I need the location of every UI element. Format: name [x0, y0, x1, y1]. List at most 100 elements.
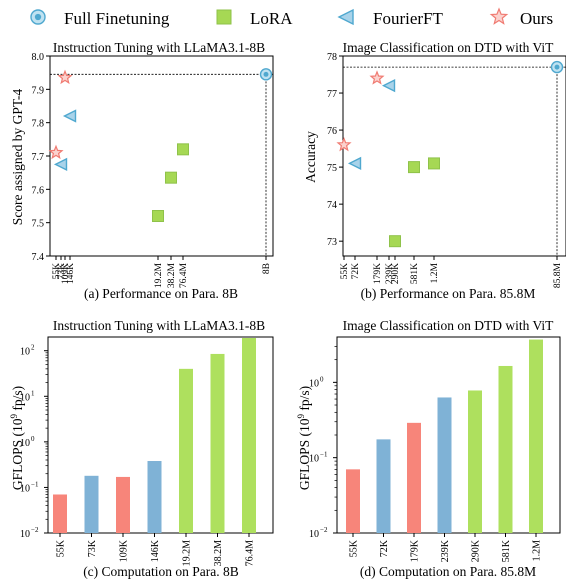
chart-d-xtick-label: 179K [410, 539, 421, 562]
chart-c-bar-38.2M [210, 353, 225, 533]
chart-a-ytick-label: 7.4 [32, 252, 45, 263]
chart-b-point-fourierft-239K [381, 78, 396, 93]
legend-marker-lora [216, 9, 232, 25]
chart-c-bar-76.4M [242, 338, 256, 533]
chart-b-xtick-label: 179K [373, 263, 383, 284]
chart-d-xtick-label: 1.2M [532, 540, 543, 562]
legend-label-ours: Ours [520, 9, 553, 28]
chart-d-xtick-label: 239K [440, 539, 451, 562]
chart-a-point-ours-55K [48, 144, 64, 160]
chart-b-point-lora-290K [389, 235, 401, 248]
chart-c-xtick-label: 38.2M [213, 540, 224, 567]
chart-a-xtick-label: 73K [57, 263, 67, 280]
legend-symbol-2 [337, 8, 354, 26]
chart-b-ytick-label: 73 [327, 237, 337, 248]
chart-a-ytick-label: 7.6 [32, 185, 45, 196]
chart-d-ytick-exponent: −1 [320, 451, 328, 459]
legend-label-full-finetuning: Full Finetuning [64, 9, 170, 28]
caption-b: (b) Performance on Para. 85.8M [361, 286, 536, 301]
chart-d-bar-290K [468, 390, 482, 533]
chart-a-xtick-label: 38.2M [167, 262, 177, 288]
chart-b-ytick-label: 74 [327, 200, 337, 211]
chart-c-title: Instruction Tuning with LLaMA3.1-8B [53, 318, 265, 333]
legend-label-lora: LoRA [250, 9, 293, 28]
legend-item-lora: LoRA [216, 9, 293, 28]
chart-c-ytick-label: 10 [20, 483, 30, 494]
chart-c-ylabel: GFLOPS (109 fp/s) [9, 386, 25, 490]
chart-d-bar-55K [346, 469, 360, 533]
chart-c-xtick-label: 146K [150, 539, 161, 562]
chart-c-ytick-exponent: −2 [31, 526, 39, 534]
chart-c-xtick-label: 76.4M [245, 540, 256, 567]
chart-d-xtick-label: 72K [379, 539, 390, 557]
chart-c-xtick-label: 19.2M [182, 540, 193, 567]
chart-d-bar-72K [376, 439, 391, 533]
chart-a-point-lora-38.2M [165, 171, 177, 184]
chart-a-ytick-label: 7.8 [32, 119, 45, 130]
chart-a-ytick-label: 8.0 [32, 52, 45, 63]
chart-c-ytick-label: 10 [20, 529, 30, 540]
chart-c-bar-19.2M [179, 368, 193, 533]
chart-b-ytick-label: 77 [327, 89, 337, 100]
chart-c-xtick-label: 55K [56, 539, 67, 557]
chart-c-ytick-label: 10 [20, 438, 30, 449]
chart-b-point-ours-55K [336, 136, 352, 152]
chart-d-ytick-label: 10 [309, 529, 319, 540]
chart-a-xtick-label: 8B [262, 263, 272, 274]
legend-marker-fourierft [337, 8, 354, 26]
chart-a-xtick-label: 146K [66, 263, 76, 284]
chart-b-xtick-label: 239K [385, 263, 395, 284]
panel-a: Instruction Tuning with LLaMA3.1-8B Scor… [10, 40, 274, 301]
caption-a: (a) Performance on Para. 8B [84, 286, 238, 301]
chart-b-xtick-label: 72K [351, 263, 361, 280]
chart-d-xtick-label: 290K [471, 539, 482, 562]
chart-a-xtick-label: 109K [61, 263, 71, 284]
chart-d-title: Image Classification on DTD with ViT [343, 318, 555, 333]
chart-a-point-ours-109K [57, 69, 73, 85]
chart-b-point-fourierft-72K [347, 156, 362, 171]
caption-d: (d) Computation on Para. 85.8M [360, 564, 536, 579]
chart-c-ytick-label: 10 [20, 392, 30, 403]
chart-a-ytick-label: 7.7 [32, 152, 45, 163]
chart-b-xtick-label: 581K [410, 263, 420, 284]
chart-d-ytick-label: 10 [309, 378, 319, 389]
chart-a-ytick-label: 7.5 [32, 219, 45, 230]
chart-a-point-fourierft-146K [62, 109, 77, 123]
chart-a-title: Instruction Tuning with LLaMA3.1-8B [53, 40, 265, 55]
chart-b-xtick-label: 290K [391, 263, 401, 284]
chart-a-xtick-label: 76.4M [179, 262, 189, 288]
chart-b-plot-frame [342, 55, 566, 257]
chart-c-bar-55K [53, 494, 67, 533]
legend-symbol-1 [216, 9, 232, 25]
chart-b-ytick-label: 78 [327, 52, 337, 63]
chart-c-bar-109K [116, 476, 130, 533]
chart-b-xtick-label: 55K [340, 263, 350, 280]
chart-d-ytick-label: 10 [309, 454, 319, 465]
chart-b-ylabel: Accuracy [303, 131, 318, 183]
chart-d-bar-1.2M [529, 339, 543, 533]
chart-b-ytick-label: 75 [327, 163, 337, 174]
chart-d-xtick-label: 55K [349, 539, 360, 557]
chart-a-ytick-label: 7.9 [32, 85, 45, 96]
chart-d-bar-239K [437, 397, 452, 533]
chart-c-xtick-label: 73K [87, 539, 98, 557]
legend-marker-full-finetuning [30, 9, 46, 25]
chart-c-bar-73K [84, 475, 99, 533]
chart-a-plot-frame [49, 55, 274, 257]
chart-d-bar-179K [407, 422, 421, 533]
panel-b: Image Classification on DTD with ViT Acc… [303, 40, 566, 301]
legend-item-fourierft: FourierFT [337, 8, 444, 28]
chart-a-point-lora-76.4M [177, 143, 189, 156]
chart-c-ytick-exponent: 0 [31, 435, 35, 443]
legend-symbol-0 [30, 9, 46, 25]
chart-a-xtick-label: 55K [52, 263, 62, 280]
chart-b-ytick-label: 76 [327, 126, 337, 137]
chart-a-xtick-label: 19.2M [154, 262, 164, 288]
chart-d-xtick-label: 581K [501, 539, 512, 562]
panel-c: Instruction Tuning with LLaMA3.1-8B GFLO… [9, 318, 274, 579]
chart-b-xtick-label: 1.2M [430, 262, 440, 283]
chart-b-point-ours-179K [369, 70, 385, 85]
chart-a-ylabel: Score assigned by GPT-4 [10, 89, 25, 226]
chart-c-ytick-exponent: 2 [31, 344, 35, 352]
